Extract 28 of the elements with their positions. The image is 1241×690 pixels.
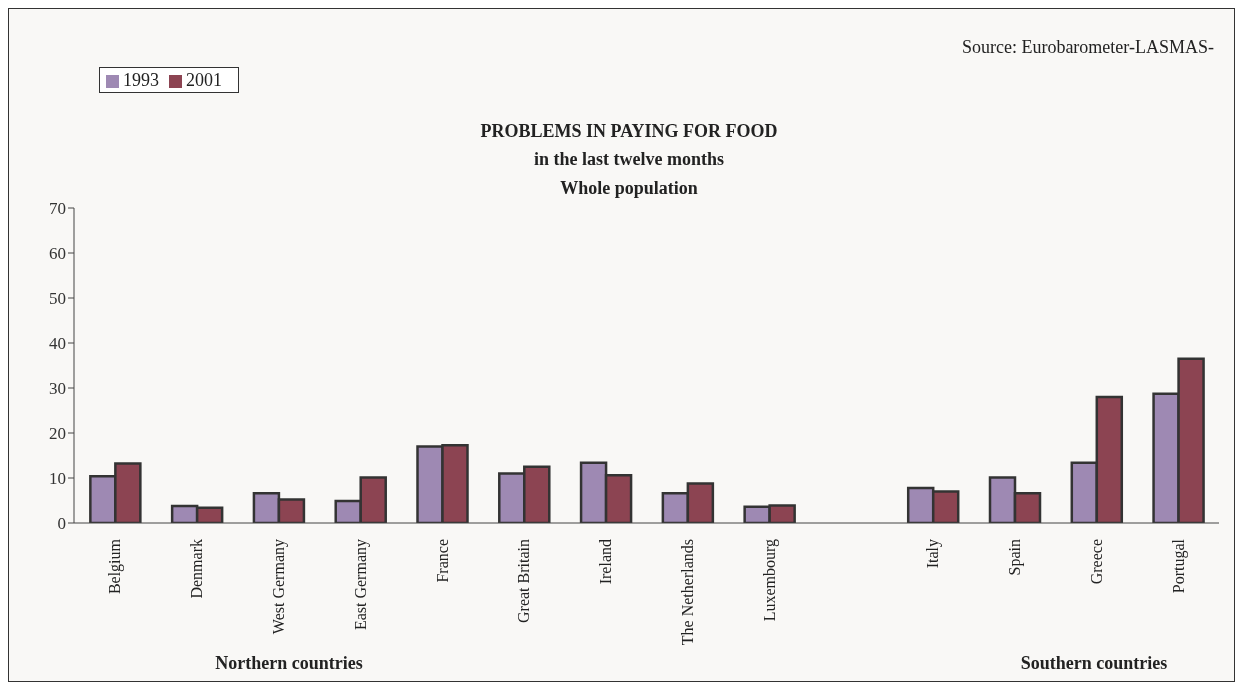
y-tick-label: 0 (57, 514, 66, 534)
y-tick-label: 50 (49, 289, 66, 309)
source-note: Source: Eurobarometer-LASMAS- (961, 37, 1214, 57)
x-tick-label: Spain (1006, 539, 1025, 576)
y-tick-label: 10 (49, 469, 66, 489)
x-tick-label: Great Britain (515, 539, 533, 623)
y-tick-label: 70 (49, 199, 66, 219)
chart-title: PROBLEMS IN PAYING FOR FOOD (480, 121, 778, 141)
x-tick-label: Denmark (188, 539, 206, 599)
y-tick-label: 20 (49, 424, 66, 444)
x-tick-label: West Germany (269, 539, 288, 635)
y-tick-label: 40 (49, 334, 66, 354)
x-tick-label: Ireland (597, 539, 615, 585)
text: Southern countries (1020, 653, 1168, 673)
x-tick-label: France (433, 539, 451, 583)
x-tick-label: Luxembourg (760, 539, 779, 622)
y-tick-label: 60 (49, 244, 66, 264)
legend-label: 2001 (186, 70, 222, 90)
x-tick-label: East Germany (351, 539, 370, 631)
chart-subtitle: in the last twelve months Whole population (534, 149, 724, 198)
y-tick-label: 30 (49, 379, 66, 399)
legend-label: 1993 (123, 70, 159, 90)
text: Northern countries (215, 653, 363, 673)
x-tick-label: Portugal (1169, 538, 1188, 594)
x-tick-label: Greece (1087, 539, 1105, 585)
x-tick-label: The Netherlands (678, 539, 696, 646)
x-tick-label: Italy (924, 539, 943, 569)
x-tick-label: Belgium (106, 538, 125, 595)
